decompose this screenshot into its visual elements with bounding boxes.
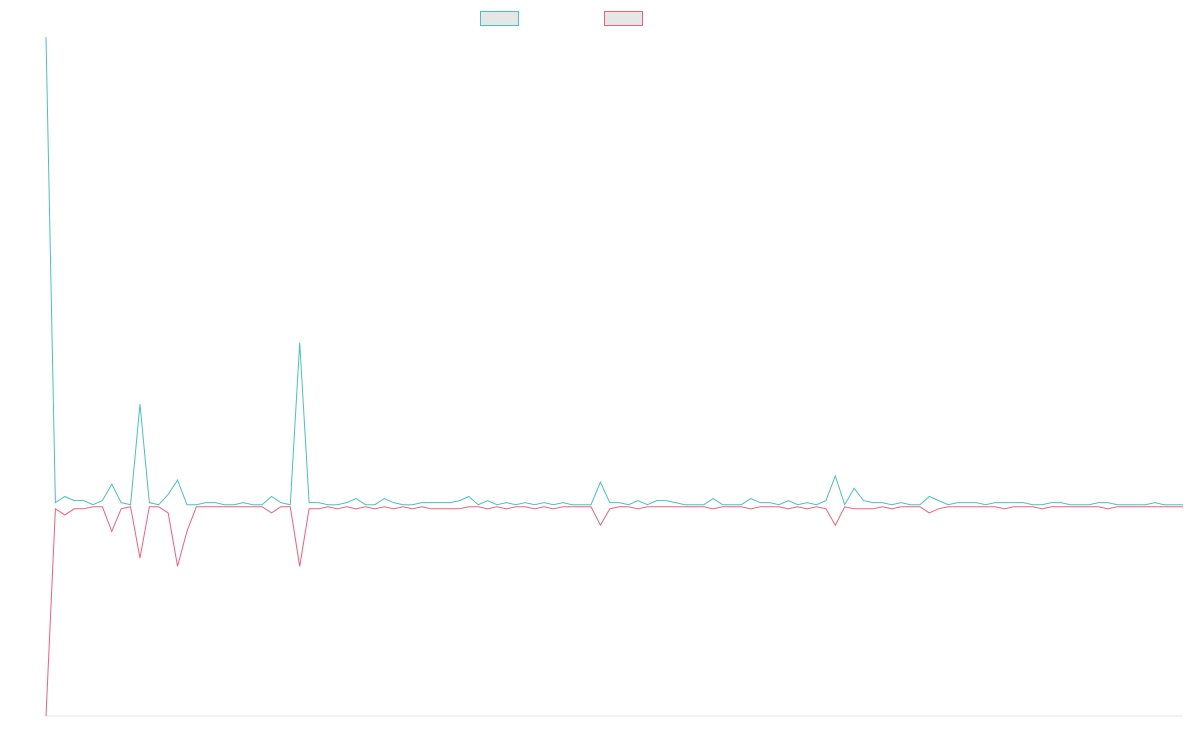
legend-item-series-2[interactable] <box>604 9 649 27</box>
series-line-2 <box>45 506 1183 717</box>
series-layer <box>45 36 1183 717</box>
legend-swatch-series-2 <box>604 10 643 26</box>
chart-legend <box>480 9 645 27</box>
legend-item-series-1[interactable] <box>480 9 525 27</box>
series-line-1 <box>45 36 1183 506</box>
legend-swatch-series-1 <box>480 10 519 26</box>
